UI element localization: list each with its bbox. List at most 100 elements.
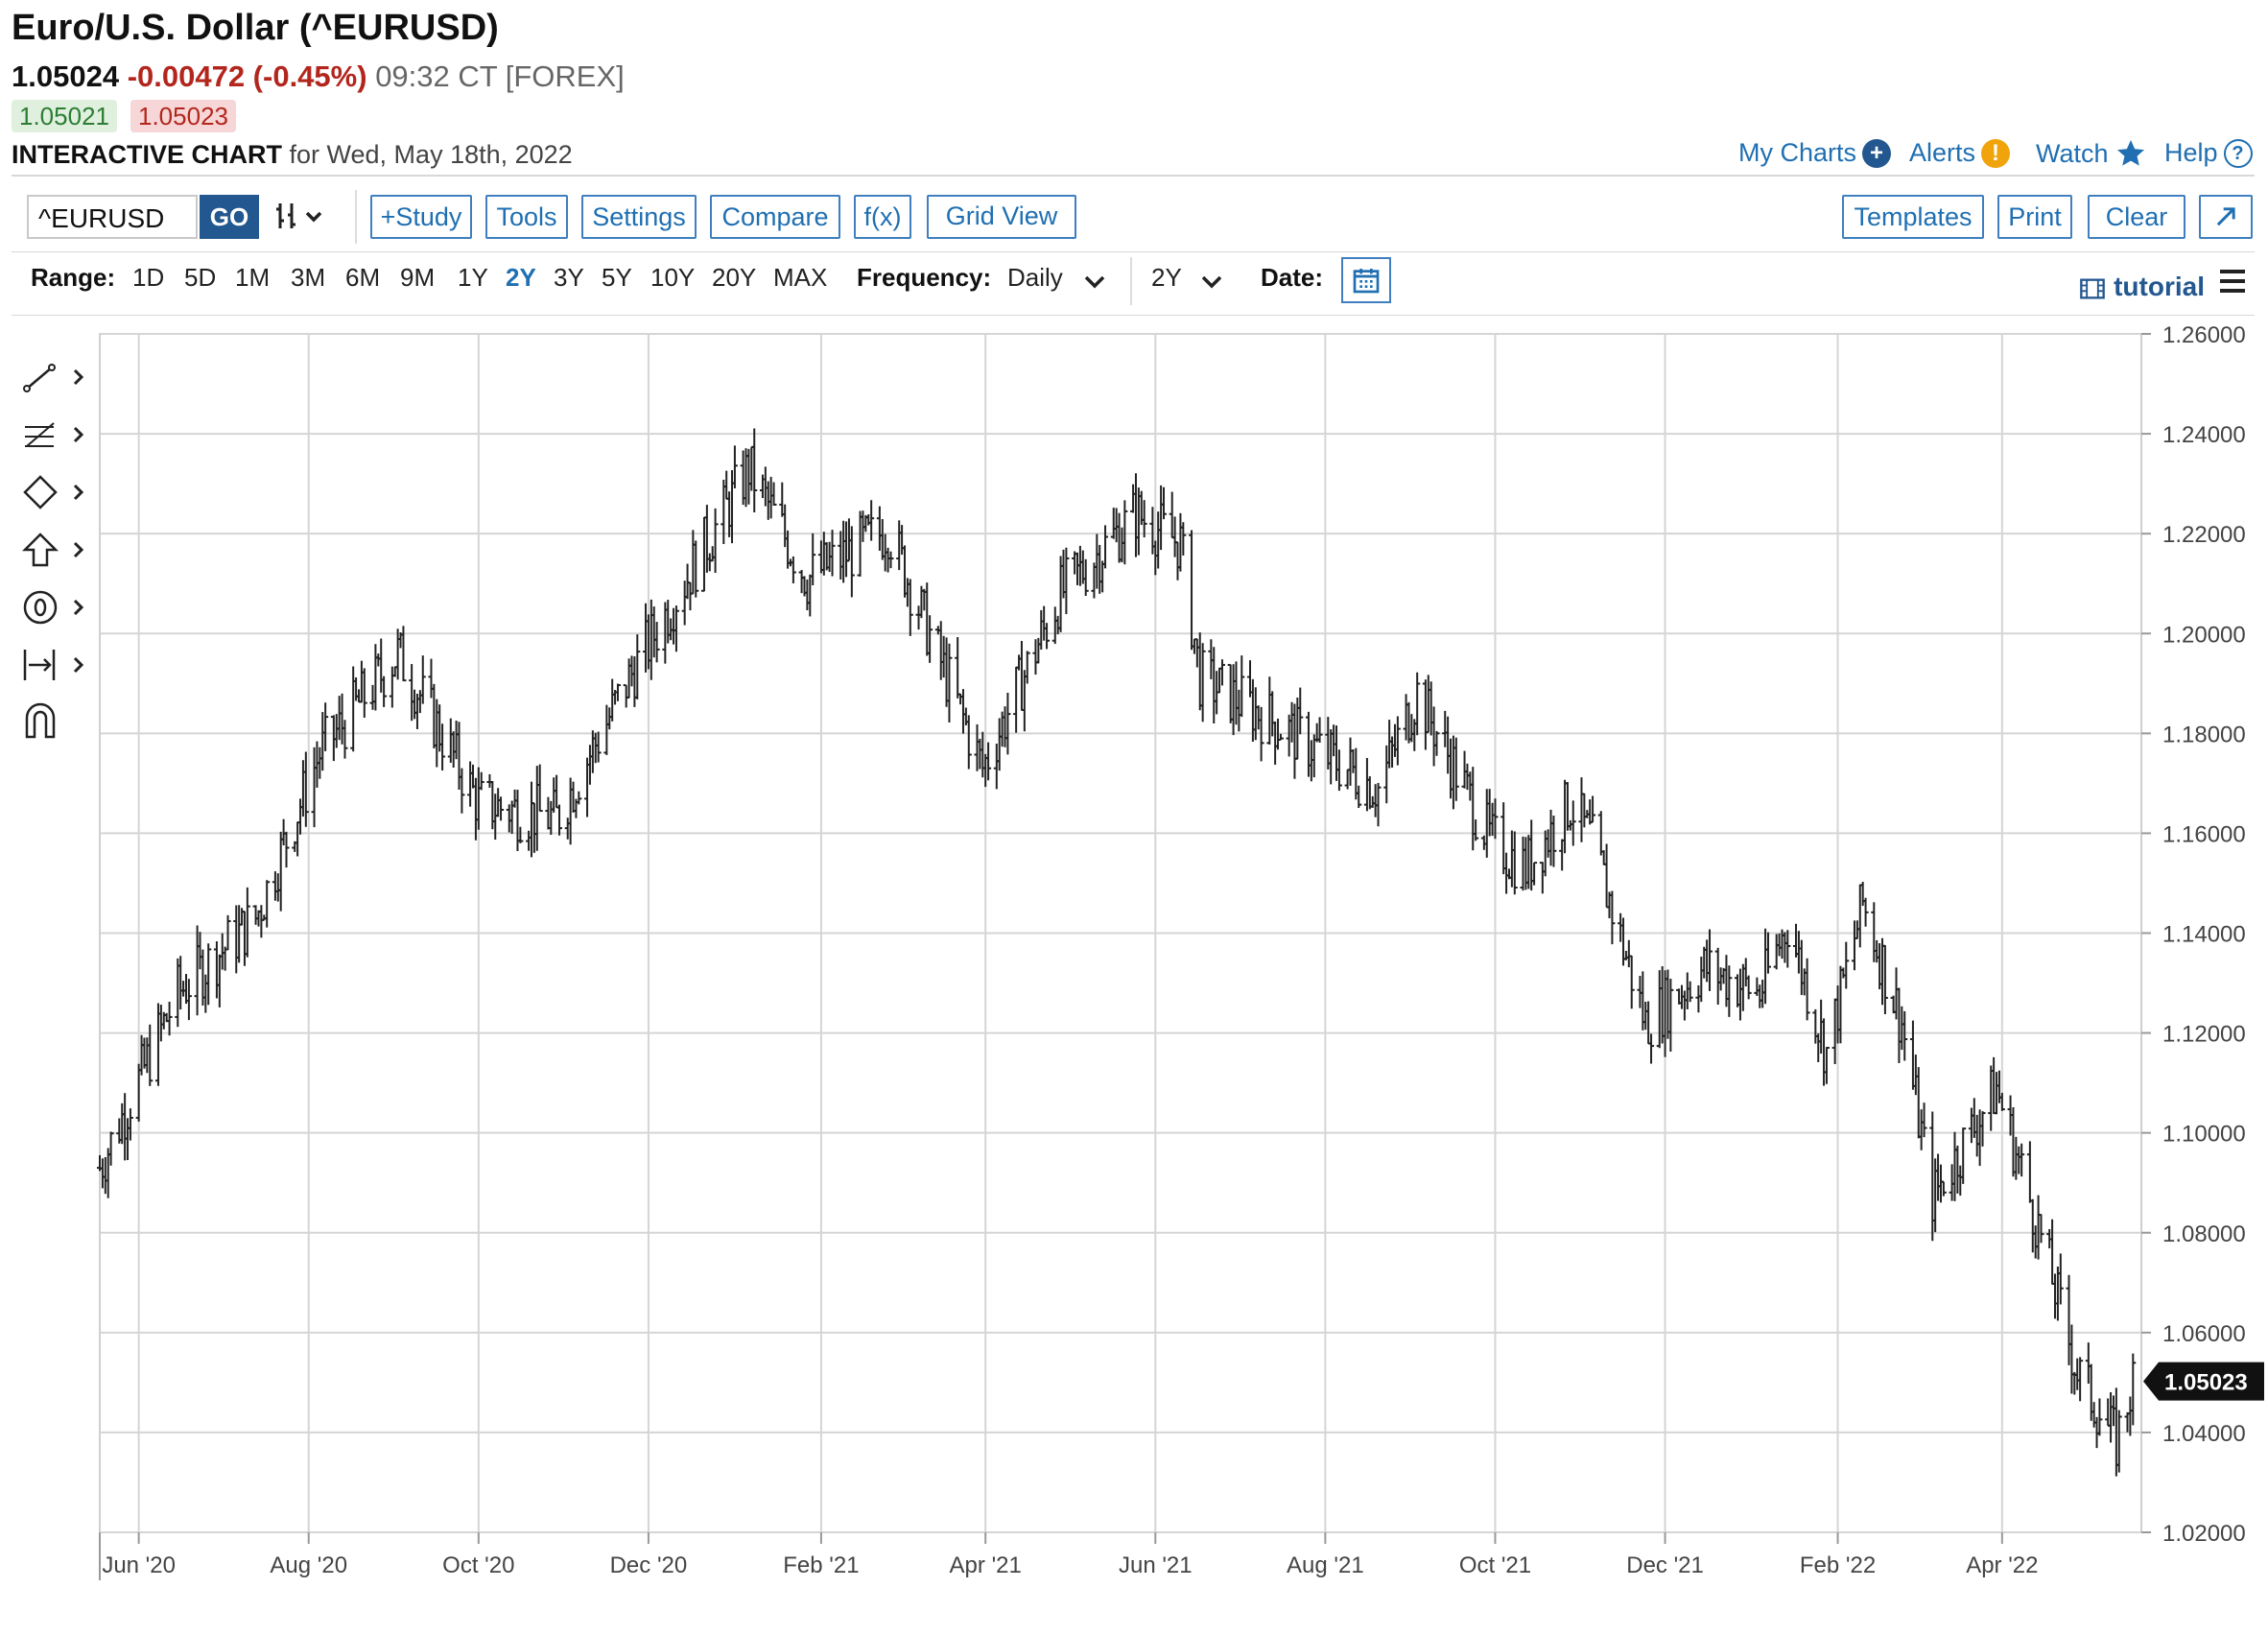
last-price: 1.05024 [12,59,120,93]
ohlc-bar [478,771,484,791]
ohlc-bar [829,530,836,577]
grid-view-button[interactable]: Grid View [927,195,1076,239]
ohlc-bar [1745,975,1752,1000]
hamburger-menu-icon[interactable] [2218,269,2247,294]
templates-button[interactable]: Templates [1842,195,1984,239]
film-icon [2080,278,2106,299]
study-button[interactable]: +Study [370,195,472,239]
range-label: Range: [31,263,116,292]
period-select[interactable]: 2Y [1151,263,1182,292]
my-charts-link[interactable]: My Charts + [1738,138,1892,168]
range-20y[interactable]: 20Y [712,263,757,292]
ohlc-bar [1335,749,1342,792]
x-tick-label: Jun '20 [102,1552,176,1578]
ohlc-bar [1473,819,1479,841]
expand-button[interactable] [2199,195,2253,239]
clear-button[interactable]: Clear [2088,195,2185,239]
compare-button[interactable]: Compare [710,195,840,239]
ohlc-bar [1667,978,1674,1053]
range-10y[interactable]: 10Y [650,263,696,292]
calendar-icon [1353,269,1380,294]
y-tick-label: 1.02000 [2162,1521,2246,1547]
ohlc-bar [1122,500,1128,565]
ohlc-bar [1297,687,1304,735]
ohlc-bar [498,796,505,821]
divider [12,175,2255,177]
x-tick-label: Dec '21 [1626,1552,1704,1578]
magnet-icon[interactable] [21,700,88,739]
range-2y[interactable]: 2Y [506,263,536,292]
range-3m[interactable]: 3M [291,263,326,292]
range-5y[interactable]: 5Y [602,263,632,292]
watch-link[interactable]: Watch [2036,138,2147,169]
range-5d[interactable]: 5D [184,263,217,292]
ohlc-bar [1921,1102,1927,1138]
ohlc-bar [1804,958,1810,1021]
measure-tool-icon[interactable] [21,646,88,684]
tools-button[interactable]: Tools [485,195,568,239]
frequency-label: Frequency: [857,263,992,292]
range-3y[interactable]: 3Y [554,263,584,292]
ohlc-bar [868,500,875,541]
fx-button[interactable]: f(x) [854,195,911,239]
ohlc-bar [2130,1353,2137,1426]
range-1y[interactable]: 1Y [458,263,488,292]
fib-tool-icon[interactable] [21,415,88,454]
chart-date: for Wed, May 18th, 2022 [289,140,573,169]
date-picker-button[interactable] [1341,257,1391,303]
ohlc-bar [1004,693,1011,755]
ohlc-bar [1570,800,1576,846]
ohlc-bar [693,540,699,598]
symbol-input[interactable]: ^EURUSD [27,195,198,239]
ohlc-bar [302,751,309,827]
ohlc-bar [2057,1253,2064,1305]
range-1d[interactable]: 1D [132,263,165,292]
shape-tool-icon[interactable] [21,473,88,511]
range-max[interactable]: MAX [773,263,828,292]
x-tick-label: Oct '20 [442,1552,514,1578]
range-9m[interactable]: 9M [400,263,436,292]
ohlc-bar [1160,486,1167,520]
x-tick-label: Feb '21 [783,1552,859,1578]
alerts-link[interactable]: Alerts ! [1909,138,2011,168]
go-button[interactable]: GO [200,195,259,239]
y-tick-label: 1.04000 [2162,1421,2246,1447]
tutorial-label: tutorial [2114,272,2205,301]
help-link[interactable]: Help ? [2164,138,2253,168]
y-tick-label: 1.10000 [2162,1122,2246,1148]
trendline-tool-icon[interactable] [21,358,88,396]
ohlc-bar [731,445,738,488]
ohlc-bar [770,482,777,506]
tutorial-link[interactable]: tutorial [2079,272,2205,302]
y-tick-label: 1.12000 [2162,1022,2246,1048]
settings-button[interactable]: Settings [581,195,697,239]
range-1m[interactable]: 1M [235,263,271,292]
quote-time: 09:32 CT [FOREX] [375,59,625,93]
ohlc-bar [1998,1092,2005,1111]
ohlc-bar [1843,941,1850,989]
range-6m[interactable]: 6M [345,263,381,292]
ohlc-bar [1628,955,1635,1009]
plus-circle-icon: + [1862,138,1892,168]
x-axis: Jun '20 Aug '20 Oct '20 Dec '20 Feb '21 Apr '… [99,1532,2038,1580]
ohlc-bar [614,683,621,701]
ohlc-bar [1189,530,1195,651]
ohlc-bar [927,615,933,663]
ohlc-bar [1590,795,1596,823]
annotation-tool-icon[interactable] [21,588,88,627]
arrow-up-tool-icon[interactable] [21,531,88,569]
ohlc-bar [1024,651,1030,684]
frequency-select[interactable]: Daily [1007,263,1063,292]
bar-type-icon[interactable] [274,200,332,234]
ohlc-bar [517,826,524,843]
y-tick-label: 1.14000 [2162,922,2246,948]
y-tick-label: 1.16000 [2162,821,2246,847]
ohlc-bar [887,551,894,569]
ohlc-bar [1453,737,1459,801]
ohlc-bar [1082,558,1089,596]
price-change: -0.00472 (-0.45%) [127,59,367,93]
print-button[interactable]: Print [1997,195,2072,239]
ohlc-bar [1277,733,1284,741]
ohlc-bar [1063,547,1070,614]
